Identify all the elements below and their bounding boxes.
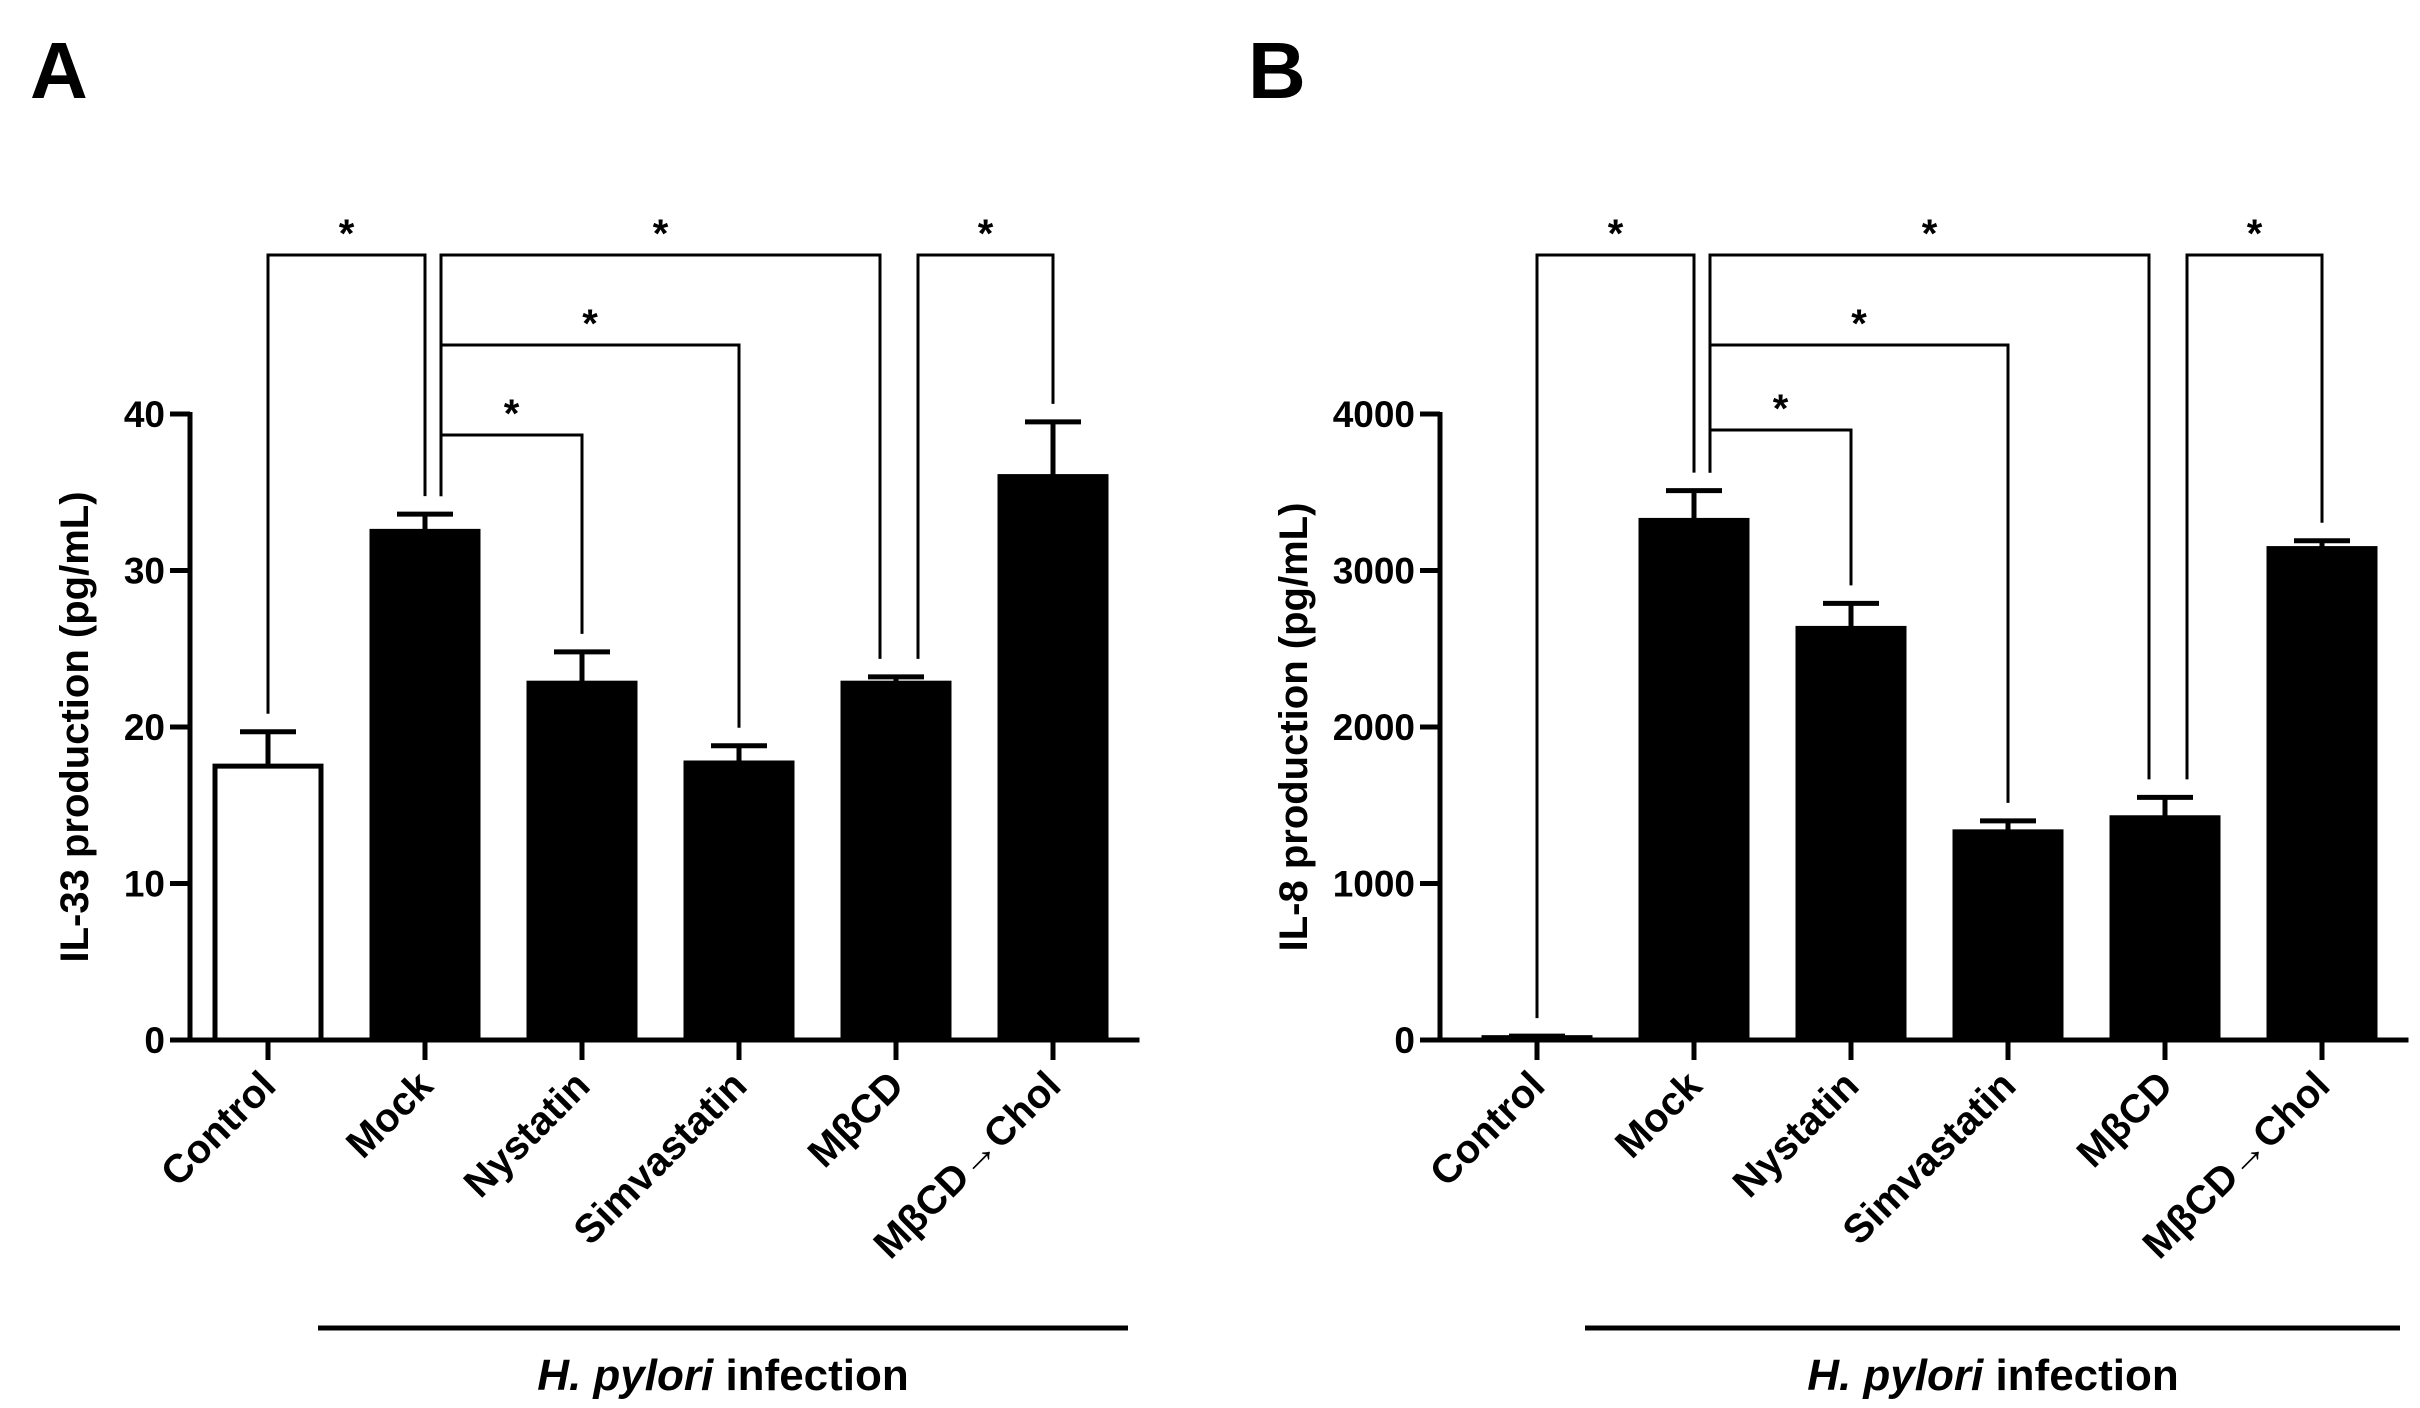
panel-b-significance-star: * [1922,212,1938,256]
panel-a-significance-bracket [916,253,1055,659]
panel-b-bar [1638,517,1750,1043]
panel-a-y-tick-label: 10 [124,864,165,905]
panel-b: B IL-8 production (pg/mL) H. pylori infe… [1248,26,2409,1400]
panel-b-error-bar [1823,600,1879,629]
panel-a-error-bar [1025,419,1081,477]
panel-a-error-bar [240,729,296,767]
panel-b-category-label: Mock [1607,1063,1711,1167]
panel-b-bar [1952,829,2064,1043]
panel-b-significance-star: * [1773,387,1789,431]
panel-a-bar [526,680,638,1043]
panel-b-significance-star: * [1851,302,1867,346]
panel-b-bar [1795,625,1907,1043]
panel-b-group-label: H. pylori infection [1807,1351,2179,1400]
panel-a-significance-star: * [504,392,520,436]
panel-a-bar [369,528,481,1043]
panel-a-category-label: Control [153,1063,285,1195]
panel-a-group-label: H. pylori infection [537,1351,909,1400]
panel-b-letter: B [1248,26,1306,115]
panel-b-significance-star: * [1608,212,1624,256]
panel-a-significance-star: * [582,302,598,346]
panel-a-significance-bracket [439,253,882,659]
panel-b-error-bar [2137,794,2193,818]
panel-a-y-tick-label: 40 [124,394,165,435]
panel-a-category-label: MβCD [800,1063,913,1176]
panel-b-category-label: MβCD [2069,1063,2182,1176]
panel-a-significance-star: * [339,212,355,256]
panel-a-bar [683,760,795,1043]
panel-b-error-bar [1509,1033,1565,1039]
panel-b-y-tick-label: 2000 [1333,707,1415,748]
panel-a-error-bar [711,743,767,763]
panel-b-significance-bracket [1708,343,2010,803]
panel-b-error-bar [1666,488,1722,521]
panel-b-significance-bracket [2185,253,2324,780]
panel-a-error-bar [868,674,924,684]
panel-b-y-tick-label: 3000 [1333,551,1415,592]
panel-a-significance-bracket [439,433,584,634]
panel-b-ylabel: IL-8 production (pg/mL) [1272,503,1316,952]
panel-b-category-label: Control [1422,1063,1554,1195]
panel-b-y-tick-label: 1000 [1333,864,1415,905]
panel-a-significance-bracket [266,253,427,714]
panel-a-bar [997,474,1109,1043]
panel-a-letter: A [30,26,88,115]
panel-a-error-bar [397,511,453,532]
panel-b-y-tick-label: 4000 [1333,394,1415,435]
panel-a-category-label: Mock [338,1063,442,1167]
panel-a-significance-star: * [653,212,669,256]
panel-b-error-bar [1980,818,2036,832]
panel-a-bar [840,680,952,1043]
panel-a-y-tick-label: 0 [144,1020,165,1061]
panel-b-significance-bracket [1708,428,1853,586]
panel-a-significance-star: * [978,212,994,256]
panel-a-significance-bracket [439,343,741,728]
panel-a-ylabel: IL-33 production (pg/mL) [53,491,97,962]
panel-b-y-tick-label: 0 [1394,1020,1415,1061]
panel-a-bar [212,763,324,1043]
panel-a-error-bar [554,649,610,684]
panel-b-category-label: Nystatin [1725,1063,1868,1206]
panel-b-bar [2266,546,2378,1043]
panel-b-significance-bracket [1535,253,1696,1019]
panel-b-significance-star: * [2247,212,2263,256]
panel-a-y-tick-label: 20 [124,707,165,748]
panel-a: A IL-33 production (pg/mL) H. pylori inf… [30,26,1140,1400]
panel-a-y-tick-label: 30 [124,551,165,592]
panel-b-error-bar [2294,538,2350,549]
panel-b-bar [2109,815,2221,1043]
panel-b-significance-bracket [1708,253,2151,780]
panel-a-category-label: Nystatin [456,1063,599,1206]
